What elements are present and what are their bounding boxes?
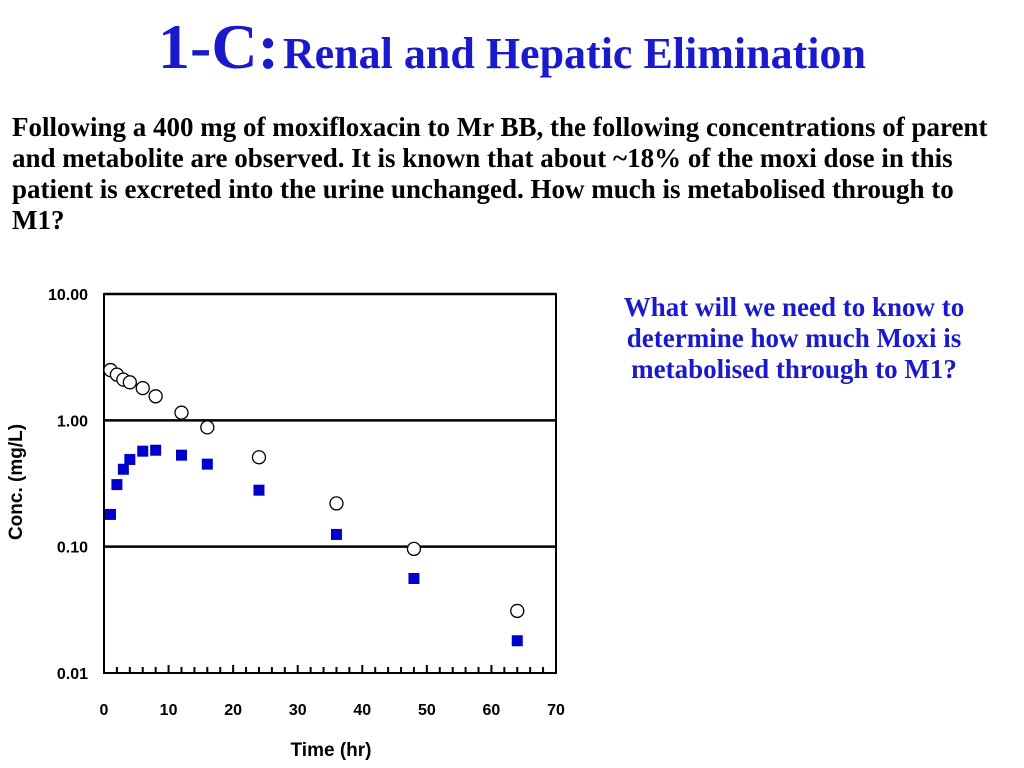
gridlines [104, 292, 556, 548]
x-tick-label: 40 [353, 702, 371, 719]
metabolite-point [511, 635, 523, 647]
metabolite-point [330, 528, 342, 540]
parent-point [200, 420, 215, 435]
metabolite-point [111, 479, 123, 491]
parent-point [329, 496, 344, 511]
parent-point [406, 541, 422, 557]
prompt-text: What will we need to know to determine h… [623, 292, 965, 384]
metabolite-point [253, 484, 265, 496]
y-tick-label: 10.00 [48, 287, 88, 304]
tick-marks [103, 665, 557, 673]
y-axis-title: Conc. (mg/L) [6, 424, 27, 540]
parent-point [174, 405, 189, 420]
data-markers [103, 362, 525, 647]
x-axis-title: Time (hr) [291, 740, 372, 761]
y-tick-label: 1.00 [57, 413, 88, 430]
x-tick-label: 70 [547, 702, 565, 719]
metabolite-point [408, 572, 420, 584]
metabolite-point [137, 445, 149, 457]
title-text: Renal and Hepatic Elimination [282, 29, 866, 78]
question-text: Following a 400 mg of moxifloxacin to Mr… [12, 112, 988, 235]
parent-point [135, 380, 150, 396]
x-tick-label: 50 [418, 702, 436, 719]
metabolite-point [150, 444, 162, 456]
parent-point [251, 450, 267, 465]
concentration-chart: 0 10 20 30 40 50 60 70 0.01 0.10 1.00 10.00 Time (… [6, 287, 565, 761]
x-tick-label: 10 [160, 702, 178, 719]
plot-border [103, 293, 557, 674]
parent-point [122, 375, 137, 390]
x-tick-label: 0 [100, 702, 109, 719]
parent-point [510, 603, 525, 619]
metabolite-point [104, 508, 116, 520]
x-tick-label: 60 [483, 702, 501, 719]
parent-point [148, 389, 163, 404]
y-tick-label: 0.10 [57, 540, 88, 557]
metabolite-point [201, 458, 213, 470]
y-tick-label: 0.01 [57, 666, 88, 683]
x-tick-label: 20 [224, 702, 242, 719]
metabolite-point [124, 453, 136, 465]
slide-title: 1-C: Renal and Hepatic Elimination [0, 10, 1024, 84]
x-tick-label: 30 [289, 702, 307, 719]
title-number: 1-C: [158, 11, 279, 82]
metabolite-point [175, 449, 187, 461]
metabolite-point [117, 463, 129, 475]
x-tick-labels: 0 10 20 30 40 50 60 70 [100, 702, 565, 719]
plot-frame [103, 293, 557, 674]
y-tick-labels: 0.01 0.10 1.00 10.00 [48, 287, 88, 683]
